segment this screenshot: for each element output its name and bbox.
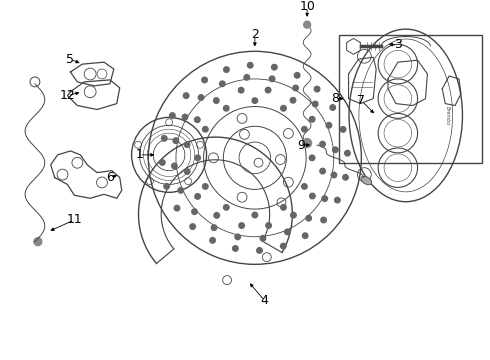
Text: 2: 2: [251, 28, 259, 41]
Circle shape: [309, 117, 315, 122]
Circle shape: [322, 196, 327, 201]
Text: 9: 9: [297, 139, 305, 152]
Circle shape: [198, 95, 204, 100]
Circle shape: [335, 197, 340, 203]
Circle shape: [162, 136, 167, 141]
Ellipse shape: [361, 176, 372, 185]
Circle shape: [271, 64, 277, 70]
Text: 10: 10: [299, 0, 315, 13]
Circle shape: [164, 184, 170, 189]
Circle shape: [260, 235, 266, 241]
Circle shape: [233, 246, 238, 251]
Circle shape: [341, 127, 346, 132]
Circle shape: [306, 215, 312, 221]
Circle shape: [291, 212, 296, 218]
Circle shape: [223, 105, 229, 111]
Text: 8: 8: [331, 92, 339, 105]
Text: 1: 1: [136, 148, 144, 161]
Text: 6: 6: [106, 171, 114, 184]
Text: 11: 11: [67, 213, 82, 226]
Circle shape: [202, 77, 207, 83]
Circle shape: [173, 138, 178, 143]
Circle shape: [210, 238, 215, 243]
Circle shape: [331, 172, 337, 178]
Circle shape: [302, 184, 307, 189]
Circle shape: [281, 105, 286, 111]
Circle shape: [34, 238, 42, 246]
Circle shape: [202, 184, 208, 189]
Circle shape: [313, 101, 318, 107]
Circle shape: [183, 93, 189, 98]
Circle shape: [293, 85, 298, 91]
Circle shape: [211, 225, 217, 230]
Circle shape: [344, 150, 350, 156]
Circle shape: [326, 122, 332, 128]
Circle shape: [182, 114, 188, 120]
Circle shape: [190, 224, 196, 229]
Circle shape: [202, 126, 208, 132]
Circle shape: [320, 168, 325, 174]
Circle shape: [170, 113, 175, 118]
Circle shape: [321, 217, 326, 223]
Circle shape: [174, 205, 180, 211]
Circle shape: [330, 105, 336, 110]
Circle shape: [265, 87, 271, 93]
Bar: [339, 35, 482, 163]
Circle shape: [302, 126, 307, 132]
Circle shape: [192, 209, 197, 215]
Circle shape: [290, 98, 296, 103]
Text: 12: 12: [60, 89, 75, 102]
Circle shape: [320, 141, 325, 147]
Circle shape: [294, 73, 300, 78]
Circle shape: [247, 63, 253, 68]
Circle shape: [223, 204, 229, 210]
Circle shape: [160, 160, 165, 165]
Circle shape: [244, 75, 249, 80]
Circle shape: [223, 67, 229, 72]
Circle shape: [302, 233, 308, 238]
Text: 5: 5: [67, 53, 74, 66]
Circle shape: [309, 155, 315, 161]
Circle shape: [270, 76, 275, 82]
Circle shape: [257, 248, 262, 253]
Circle shape: [214, 98, 219, 103]
Circle shape: [303, 139, 312, 148]
Circle shape: [252, 212, 258, 218]
Circle shape: [178, 188, 184, 193]
Circle shape: [195, 155, 200, 161]
Text: 3: 3: [394, 38, 402, 51]
Circle shape: [235, 234, 241, 240]
Circle shape: [195, 194, 200, 199]
Circle shape: [214, 213, 220, 218]
Circle shape: [252, 98, 258, 103]
Circle shape: [239, 87, 244, 93]
Circle shape: [266, 223, 271, 228]
Circle shape: [304, 21, 311, 28]
Circle shape: [281, 243, 286, 249]
Text: 4: 4: [261, 294, 269, 307]
Circle shape: [333, 147, 338, 153]
Circle shape: [343, 175, 348, 180]
Circle shape: [184, 169, 190, 174]
Text: Brembo: Brembo: [445, 106, 450, 125]
Circle shape: [220, 81, 225, 86]
Circle shape: [310, 193, 315, 199]
Circle shape: [314, 86, 320, 92]
Circle shape: [184, 142, 190, 147]
Circle shape: [285, 229, 290, 235]
Circle shape: [172, 163, 177, 168]
Text: 7: 7: [357, 94, 366, 107]
Circle shape: [239, 223, 245, 228]
Circle shape: [195, 117, 200, 122]
Circle shape: [281, 204, 286, 210]
